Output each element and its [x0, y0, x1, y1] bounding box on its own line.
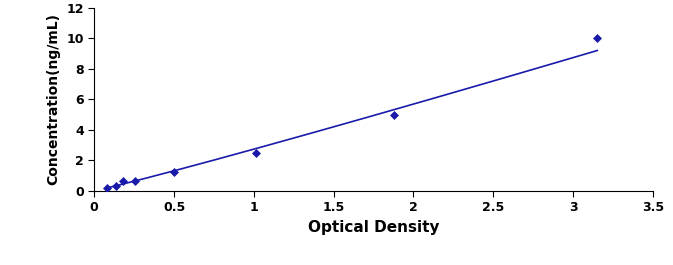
X-axis label: Optical Density: Optical Density	[308, 220, 439, 235]
Y-axis label: Concentration(ng/mL): Concentration(ng/mL)	[46, 13, 61, 185]
